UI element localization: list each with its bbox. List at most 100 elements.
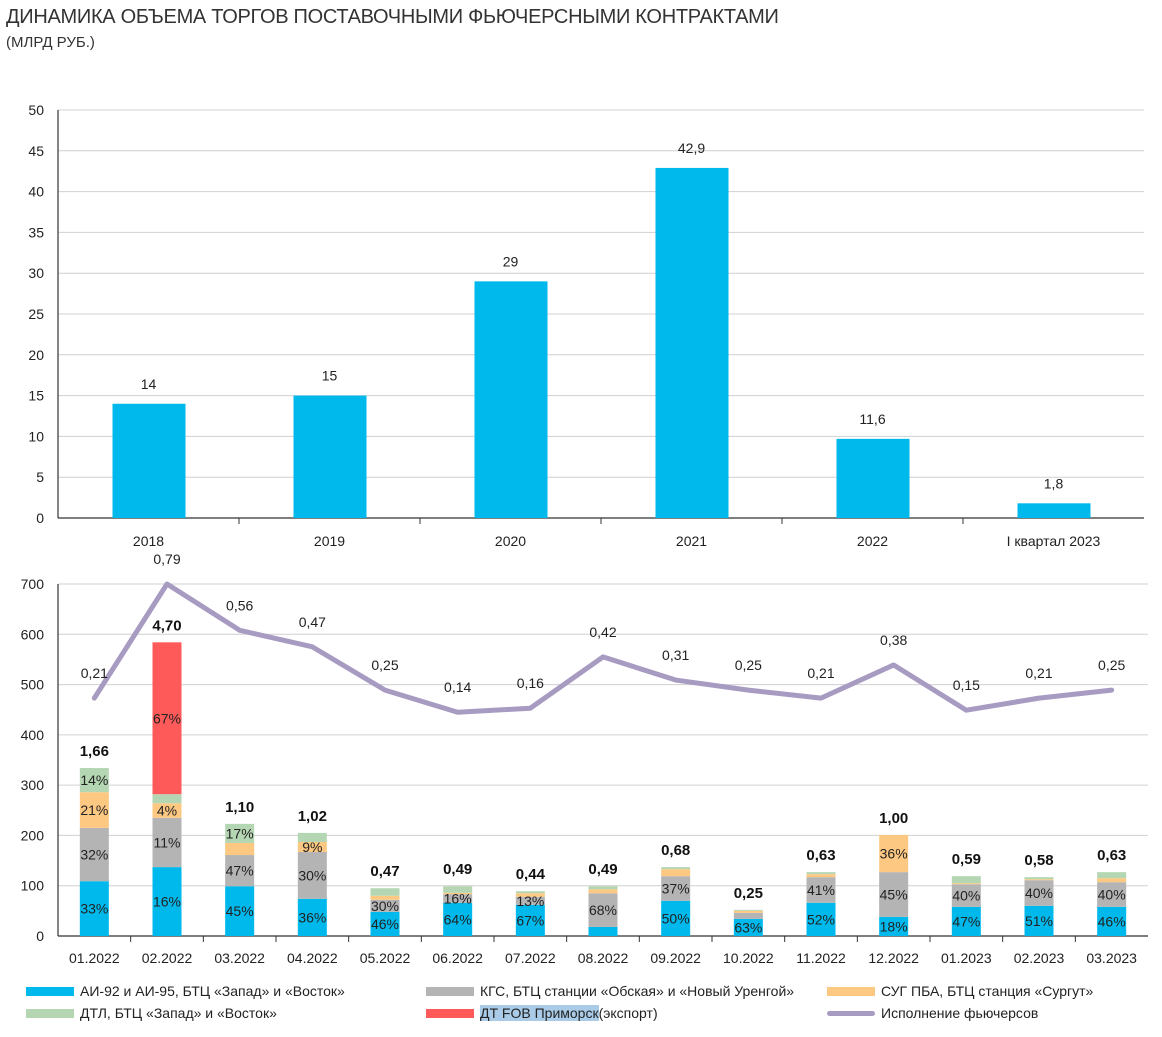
y-tick-label: 100 [21,878,45,894]
line-data-label: 0,21 [807,665,834,681]
bar-segment [951,884,981,907]
segment-percent-label: 21% [80,802,108,818]
legend-swatch [426,1008,474,1018]
segment-percent-label: 17% [226,825,254,841]
bar-segment [661,867,691,870]
line-data-label: 0,42 [589,624,616,640]
bar-segment [733,912,763,919]
bar-segment [733,909,763,911]
total-label: 4,70 [152,617,181,634]
bar-segment [79,768,109,793]
bar-segment [370,899,400,912]
x-tick-label: I квартал 2023 [1007,533,1101,549]
legend-label: ДТЛ, БТЦ «Запад» и «Восток» [80,1005,277,1021]
chart-title: ДИНАМИКА ОБЪЕМА ТОРГОВ ПОСТАВОЧНЫМИ ФЬЮЧ… [6,6,779,28]
y-tick-label: 700 [21,576,45,592]
total-label: 0,63 [806,847,835,864]
bar-segment [370,888,400,896]
legend-label-rest: (экспорт) [598,1005,658,1021]
bar [1017,503,1091,518]
segment-percent-label: 47% [226,863,254,879]
segment-percent-label: 11% [154,834,181,850]
execution-line [91,581,1115,715]
x-tick-label: 05.2022 [360,950,411,966]
total-label: 0,49 [588,861,617,878]
y-tick-label: 300 [21,777,45,793]
bar-segment [443,892,473,895]
legend-item-kgs: КГС, БТЦ станции «Обская» и «Новый Уренг… [426,983,794,999]
bar-segment [1097,882,1127,907]
x-tick-label: 11.2022 [796,950,846,966]
total-label: 0,63 [1097,847,1126,864]
bar-segment [225,886,255,936]
x-tick-label: 02.2023 [1014,950,1065,966]
segment-percent-label: 9% [302,839,322,855]
x-tick-label: 01.2022 [69,950,120,966]
total-label: 0,47 [370,863,399,880]
y-tick-label: 10 [28,428,44,444]
bar-segment [588,926,618,936]
line-data-label: 0,79 [153,551,180,567]
x-tick-label: 06.2022 [432,950,483,966]
line-data-label: 0,25 [1098,657,1125,673]
bar-segment [951,876,981,884]
bar [836,438,910,518]
bar-segment [297,832,327,842]
bar-segment [1024,905,1054,936]
segment-percent-label: 67% [516,912,544,928]
line-data-label: 0,38 [880,632,907,648]
bar-segment [297,898,327,936]
y-tick-label: 15 [28,388,44,404]
data-label: 29 [503,253,519,269]
y-tick-label: 5 [36,469,44,485]
x-tick-label: 04.2022 [287,950,338,966]
bar-segment [733,918,763,936]
line-data-label: 0,56 [226,597,253,613]
bar-segment [733,910,763,913]
bar-segment [515,904,545,936]
segment-percent-label: 52% [807,911,835,927]
legend-label: Исполнение фьючерсов [881,1005,1039,1021]
data-label: 15 [322,368,338,384]
bar-segment [1097,872,1127,879]
segment-percent-label: 13% [516,893,544,909]
y-tick-label: 500 [21,677,45,693]
bar-segment [79,827,109,882]
segment-percent-label: 33% [80,901,108,917]
data-label: 1,8 [1044,475,1064,491]
y-tick-label: 20 [28,347,44,363]
y-tick-label: 400 [21,727,45,743]
x-tick-label: 01.2023 [941,950,992,966]
segment-percent-label: 16% [444,891,472,907]
segment-percent-label: 45% [880,887,908,903]
legend-swatch [426,986,474,996]
y-tick-label: 600 [21,626,45,642]
segment-percent-label: 47% [952,913,980,929]
x-tick-label: 07.2022 [505,950,556,966]
x-tick-label: 09.2022 [650,950,701,966]
bar-segment [1024,880,1054,906]
line-data-label: 0,25 [735,657,762,673]
total-label: 0,44 [516,866,546,883]
bar-segment [661,876,691,901]
segment-percent-label: 14% [80,772,108,788]
bar-segment [515,896,545,905]
y-tick-label: 30 [28,265,44,281]
bar-segment [297,852,327,899]
segment-percent-label: 45% [226,903,254,919]
legend-label-highlighted: ДТ FOB Приморск [480,1005,599,1021]
bar-segment [806,872,836,875]
bar-segment [1097,906,1127,936]
total-label: 0,49 [443,861,472,878]
bar-segment [152,794,182,804]
bar-segment [443,886,473,893]
line-data-label: 0,47 [299,614,326,630]
legend-swatch [827,986,875,996]
segment-percent-label: 36% [880,846,908,862]
segment-percent-label: 64% [444,911,472,927]
chart-subtitle: (МЛРД РУБ.) [6,34,95,51]
legend-swatch [26,1008,74,1018]
line-data-label: 0,21 [81,665,108,681]
segment-percent-label: 30% [371,898,399,914]
x-tick-label: 2022 [857,533,888,549]
